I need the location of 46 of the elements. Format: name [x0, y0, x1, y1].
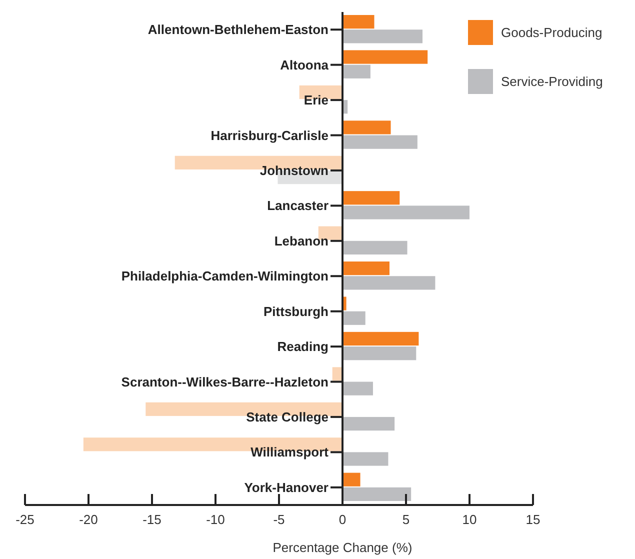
bar — [342, 15, 374, 29]
x-tick-label: -5 — [273, 512, 285, 527]
y-tick-label: Lancaster — [267, 198, 328, 214]
y-tick-label: York-Hanover — [244, 480, 328, 495]
y-tick-label: Reading — [277, 339, 329, 354]
y-tick-label: Johnstown — [260, 163, 329, 178]
bar — [342, 487, 412, 501]
bar — [342, 416, 395, 431]
legend-label: Service-Providing — [501, 74, 603, 90]
y-tick-label: Altoona — [280, 57, 330, 72]
x-tick-label: -10 — [206, 512, 225, 527]
bar — [332, 367, 342, 381]
y-tick-label: Scranton--Wilkes-Barre--Hazleton — [121, 374, 329, 390]
y-tick-label: State College — [246, 410, 328, 425]
x-tick-label: 0 — [338, 512, 346, 527]
bar — [342, 50, 428, 64]
bar — [342, 262, 390, 276]
y-tick-label: Erie — [304, 92, 328, 108]
y-tick-label: Allentown-Bethlehem-Easton — [148, 22, 329, 38]
x-tick-label: 15 — [526, 512, 540, 527]
bar — [342, 64, 370, 78]
bar — [342, 135, 418, 149]
bar — [342, 206, 470, 220]
legend-label: Goods-Producing — [501, 25, 602, 40]
bar — [342, 276, 436, 290]
y-tick-label: Lebanon — [274, 233, 329, 248]
bar — [342, 382, 373, 396]
bar — [342, 120, 391, 134]
x-tick-label: -25 — [16, 512, 34, 527]
y-tick-label: Williamsport — [250, 444, 330, 460]
x-tick-label: -20 — [79, 512, 98, 527]
bar — [342, 311, 366, 325]
y-tick-label: Pittsburgh — [264, 304, 329, 319]
bar — [342, 240, 408, 254]
bar — [342, 346, 416, 360]
bar — [342, 332, 419, 346]
x-tick-label: -15 — [142, 512, 162, 527]
x-tick-label: 10 — [462, 512, 477, 527]
y-tick-label: Philadelphia-Camden-Wilmington — [121, 268, 329, 284]
x-axis-title: Percentage Change (%) — [272, 540, 412, 555]
bar — [342, 30, 423, 44]
bar — [342, 452, 388, 466]
x-tick-label: 5 — [402, 512, 410, 527]
bar — [342, 191, 400, 205]
bar — [342, 472, 360, 486]
y-tick-label: Harrisburg-Carlisle — [210, 128, 328, 143]
